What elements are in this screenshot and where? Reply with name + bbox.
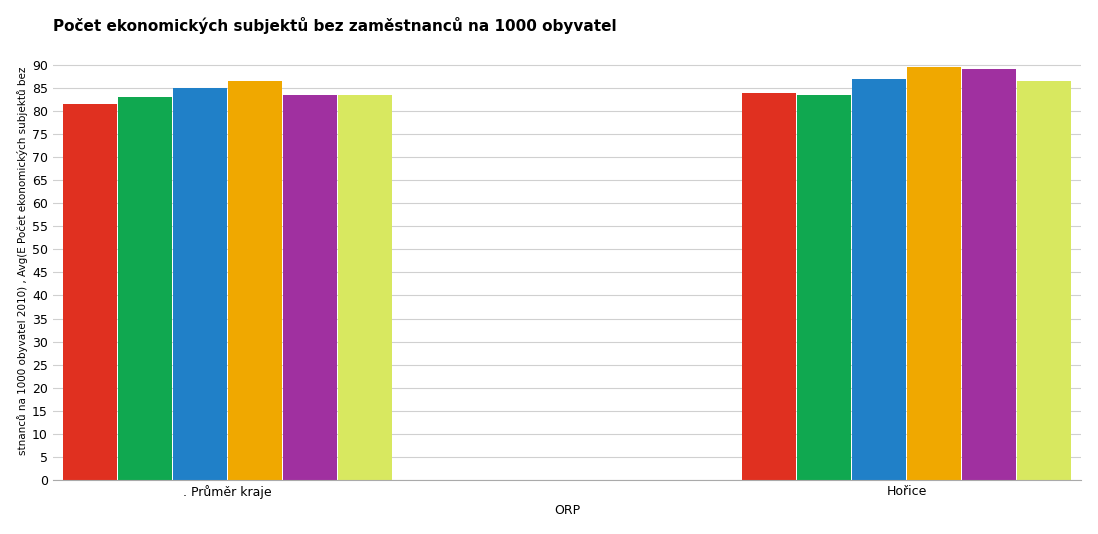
X-axis label: ORP: ORP bbox=[554, 504, 580, 517]
Text: Počet ekonomických subjektů bez zaměstnanců na 1000 obyvatel: Počet ekonomických subjektů bez zaměstna… bbox=[53, 17, 616, 34]
Bar bbox=[119, 97, 172, 480]
Bar bbox=[173, 88, 227, 480]
Bar bbox=[1017, 81, 1071, 480]
Bar bbox=[797, 95, 851, 480]
Y-axis label: stnanců na 1000 obyvatel 2010) , Avg(E Počet ekonomických subjektů bez: stnanců na 1000 obyvatel 2010) , Avg(E P… bbox=[16, 67, 27, 455]
Bar bbox=[338, 95, 392, 480]
Bar bbox=[742, 92, 796, 480]
Bar bbox=[852, 78, 906, 480]
Bar bbox=[907, 67, 961, 480]
Bar bbox=[64, 104, 117, 480]
Bar bbox=[228, 81, 282, 480]
Bar bbox=[283, 95, 337, 480]
Bar bbox=[962, 69, 1016, 480]
